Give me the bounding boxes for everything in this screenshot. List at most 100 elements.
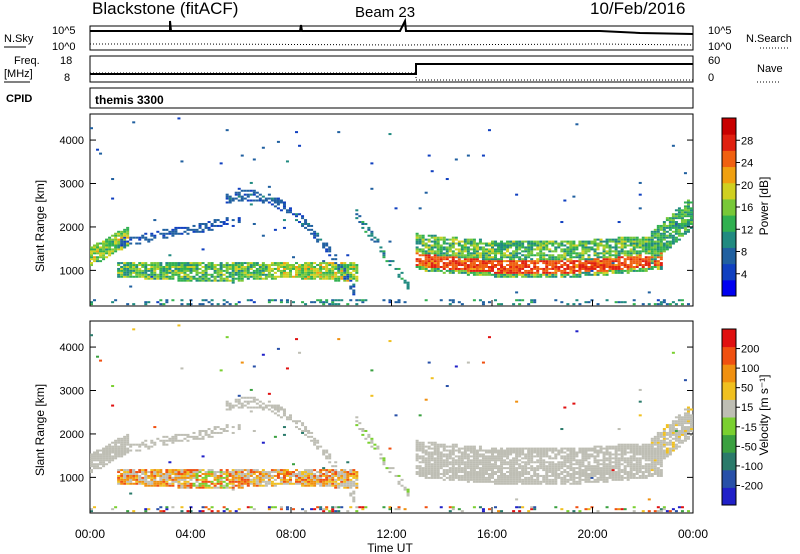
velocity-cell	[548, 474, 552, 477]
power-cell	[295, 262, 299, 265]
velocity-cell	[542, 480, 546, 483]
power-cell	[322, 275, 326, 278]
power-cell	[171, 273, 175, 276]
velocity-cell	[288, 414, 292, 417]
velocity-cell	[551, 471, 555, 474]
power-cell	[436, 240, 440, 243]
velocity-cell	[120, 445, 124, 448]
power-cell	[295, 275, 299, 278]
power-cell	[183, 267, 187, 270]
velocity-cell	[231, 480, 235, 483]
velocity-cell	[279, 508, 283, 511]
power-cell	[536, 265, 540, 268]
power-cell	[367, 228, 371, 231]
power-cell	[475, 246, 479, 249]
power-cell	[602, 248, 606, 251]
velocity-cell	[129, 449, 133, 452]
velocity-cell	[415, 453, 419, 456]
y-tick-label: 4000	[60, 135, 84, 147]
power-cell	[126, 265, 130, 268]
velocity-cell	[267, 392, 271, 395]
velocity-cell	[165, 469, 169, 472]
power-cell	[472, 254, 476, 257]
power-cell	[536, 240, 540, 243]
velocity-cell	[189, 478, 193, 481]
velocity-cell	[424, 449, 428, 452]
velocity-cell	[512, 447, 516, 450]
velocity-cell	[608, 476, 612, 479]
power-cell	[518, 240, 522, 243]
velocity-cell	[325, 469, 329, 472]
velocity-cell	[626, 451, 630, 454]
power-cell	[605, 242, 609, 245]
power-cell	[298, 273, 302, 276]
power-cell	[129, 264, 133, 267]
power-cell	[216, 303, 220, 306]
velocity-cell	[500, 472, 504, 475]
velocity-cell	[153, 478, 157, 481]
power-cell	[545, 267, 549, 270]
power-cell	[448, 267, 452, 270]
power-cell	[683, 205, 687, 208]
power-cell	[653, 258, 657, 261]
velocity-cell	[316, 478, 320, 481]
power-cell	[258, 269, 262, 272]
power-cell	[282, 262, 286, 265]
power-cell	[515, 265, 519, 268]
velocity-cell	[177, 482, 181, 485]
velocity-cell	[90, 334, 93, 337]
power-cell	[382, 252, 386, 255]
velocity-cell	[273, 506, 277, 509]
velocity-cell	[497, 467, 501, 470]
velocity-cell	[117, 451, 121, 454]
velocity-cell	[503, 472, 507, 475]
power-cell	[533, 244, 537, 247]
velocity-cell	[563, 447, 567, 450]
power-cell	[617, 269, 621, 272]
velocity-cell	[267, 508, 271, 511]
power-cell	[120, 275, 124, 278]
power-cell	[638, 260, 642, 263]
power-cell	[674, 213, 678, 216]
velocity-cell	[216, 478, 220, 481]
power-cell	[138, 238, 142, 241]
power-cell	[270, 275, 274, 278]
velocity-cell	[237, 406, 241, 409]
power-cell	[638, 252, 642, 255]
velocity-cell	[147, 471, 151, 474]
power-cell	[135, 267, 139, 270]
power-cell	[605, 258, 609, 261]
velocity-cell	[512, 478, 516, 481]
power-cell	[301, 269, 305, 272]
velocity-cell	[276, 404, 280, 407]
velocity-cell	[466, 449, 470, 452]
velocity-cell	[93, 459, 97, 462]
velocity-cell	[298, 476, 302, 479]
velocity-cell	[530, 476, 534, 479]
power-cell	[596, 265, 600, 268]
velocity-cell	[292, 482, 296, 485]
power-cell	[439, 250, 443, 253]
velocity-cell	[126, 478, 130, 481]
velocity-cell	[530, 465, 534, 468]
power-cell	[644, 242, 648, 245]
power-cell	[590, 273, 594, 276]
power-cell	[554, 250, 558, 253]
power-cell	[484, 252, 488, 255]
velocity-cell	[310, 474, 314, 477]
velocity-cell	[521, 469, 525, 472]
power-cell	[415, 240, 419, 243]
velocity-cell	[421, 447, 425, 450]
power-cell	[364, 222, 368, 225]
velocity-cell	[216, 510, 220, 513]
power-cell	[551, 271, 555, 274]
power-cell	[671, 226, 675, 229]
velocity-cell	[418, 467, 422, 470]
velocity-cell	[451, 471, 455, 474]
power-cell	[680, 209, 684, 212]
power-cell	[638, 264, 642, 267]
power-cell	[264, 264, 268, 267]
power-cell	[436, 236, 440, 239]
velocity-cell	[111, 447, 115, 450]
power-cell	[623, 264, 627, 267]
